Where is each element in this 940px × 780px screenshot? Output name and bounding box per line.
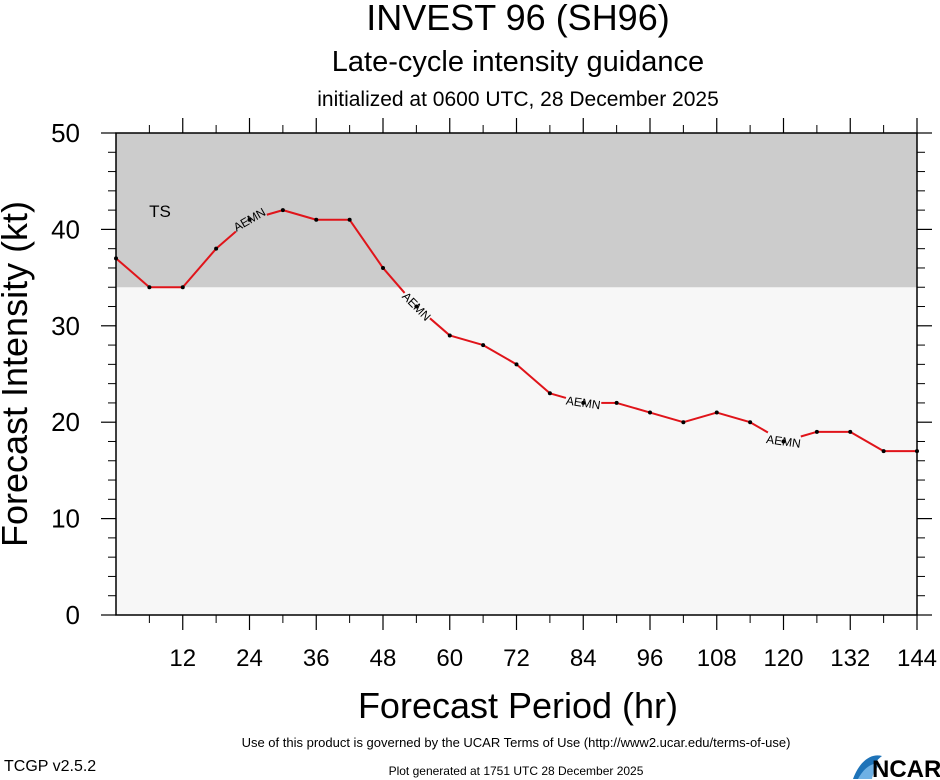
data-point [648,410,652,415]
data-point [748,420,753,425]
version-label: TCGP v2.5.2 [4,758,96,775]
y-tick-label: 40 [51,214,80,244]
series-segment [849,430,885,452]
y-tick-label: 10 [51,504,80,534]
ts-band-label: TS [149,202,171,221]
ncar-logo: NCAR [853,755,940,780]
data-point [881,449,886,454]
data-point [614,400,619,405]
series-segment [449,334,484,347]
data-point [147,285,152,290]
x-tick-label: 132 [830,645,870,672]
data-point [681,420,686,425]
chart-subtitle: Late-cycle intensity guidance [332,46,704,78]
ncar-logo-swoosh-icon [858,763,881,779]
x-tick-label: 36 [303,645,330,672]
series-segment [683,411,718,424]
x-axis-title: Forecast Period (hr) [358,685,678,726]
x-tick-label: 96 [637,645,664,672]
data-point [314,217,319,222]
data-point [247,217,252,222]
data-point [381,265,385,270]
terms-of-use: Use of this product is governed by the U… [242,735,791,750]
series-segment [482,344,518,366]
y-tick-label: 50 [51,118,80,148]
ts-band [116,133,917,288]
series-segment [382,267,406,294]
data-point [781,439,786,444]
axis-ticks: 12 24 36 48 60 72 84 96 108 120 132 144 0 10 20 30 40 50 [51,118,937,672]
chart-title: INVEST 96 (SH96) [366,0,669,38]
series-segment [348,219,384,269]
data-point [347,217,352,222]
data-point [581,400,586,405]
ncar-logo-text: NCAR [872,756,940,780]
series-segment [616,401,651,414]
series-label: AEMN [765,432,801,451]
data-point [481,343,486,348]
y-tick-label: 30 [51,311,80,341]
series-segment [749,421,769,434]
data-point [180,285,185,290]
data-point [280,208,285,213]
data-point [714,410,719,415]
series-segment [282,209,317,221]
data-point [547,391,552,396]
series-label: AEMN [565,394,601,413]
plot-frame [115,132,918,616]
x-tick-label: 108 [697,645,737,672]
y-tick-label: 0 [66,600,80,630]
data-point [447,333,452,338]
x-tick-label: 24 [236,645,263,672]
data-point [814,429,819,434]
x-tick-label: 120 [763,645,803,672]
x-tick-label: 144 [897,645,937,672]
data-point [514,362,519,367]
data-point [214,246,219,251]
ncar-logo-icon [853,755,882,779]
init-time: initialized at 0600 UTC, 28 December 202… [317,88,719,111]
series-segment [649,411,684,424]
x-tick-label: 60 [436,645,463,672]
series-segment [429,317,451,337]
series-segment [515,363,551,395]
series-segment [549,392,567,399]
data-point [414,304,419,309]
x-tick-label: 12 [169,645,196,672]
series-segment [266,209,284,216]
generated-time: Plot generated at 1751 UTC 28 December 2… [389,764,644,778]
data-point [848,429,853,434]
series-segment [115,257,151,288]
series-segment [800,430,818,438]
y-axis-title: Forecast Intensity (kt) [0,201,35,547]
x-tick-label: 84 [570,645,597,672]
series-segment [181,248,217,288]
x-tick-label: 72 [503,645,530,672]
y-tick-label: 20 [51,407,80,437]
x-tick-label: 48 [370,645,397,672]
series-segment [716,411,751,424]
series-segment [215,230,237,250]
